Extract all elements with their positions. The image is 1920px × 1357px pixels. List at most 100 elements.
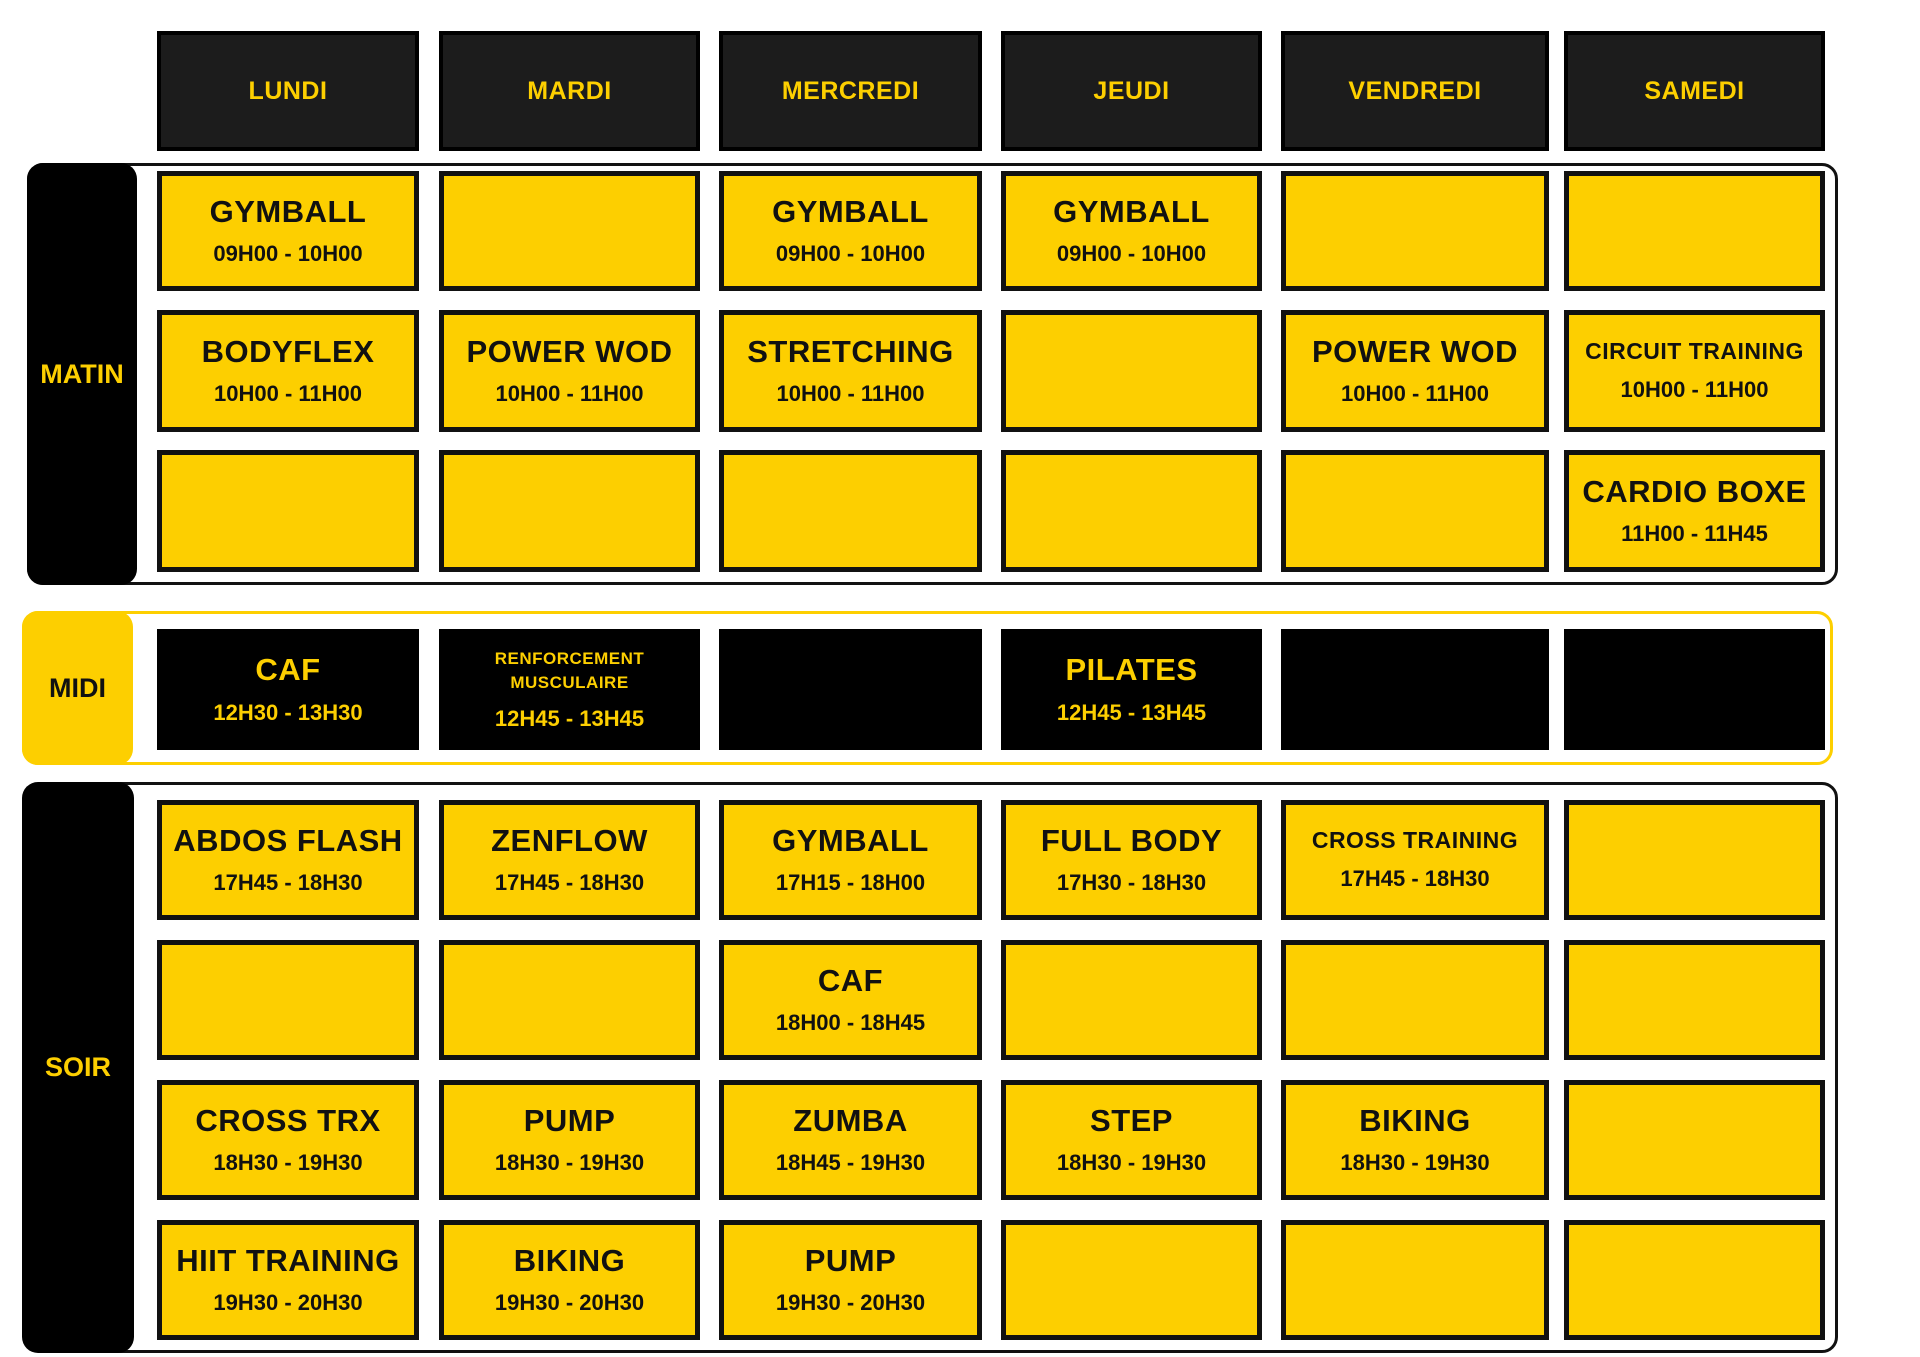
class-title: CAF [255,652,321,688]
class-time: 17H45 - 18H30 [1340,865,1490,891]
class-title: RENFORCEMENT MUSCULAIRE [494,648,645,692]
empty-slot [1001,310,1262,432]
class-title: ABDOS FLASH [173,822,403,858]
class-title: PUMP [523,1102,616,1138]
class-time: 12H30 - 13H30 [213,699,363,725]
empty-slot [1564,1220,1825,1340]
class-time: 17H45 - 18H30 [213,870,363,896]
class-time: 17H15 - 18H00 [775,870,926,896]
empty-slot [1564,1080,1825,1200]
class-slot: GYMBALL 09H00 - 10H00 [1001,171,1262,291]
class-title: HIIT TRAINING [176,1242,400,1278]
class-title: PILATES [1065,652,1198,688]
class-slot: RENFORCEMENT MUSCULAIRE 12H45 - 13H45 [439,629,700,750]
class-slot: ZENFLOW 17H45 - 18H30 [439,800,700,920]
class-title: CROSS TRX [195,1102,381,1138]
empty-slot [1564,171,1825,291]
empty-slot [719,629,982,750]
class-time: 10H00 - 11H00 [495,381,644,407]
empty-slot [1281,1220,1549,1340]
class-slot: BIKING 19H30 - 20H30 [439,1220,700,1340]
class-time: 17H30 - 18H30 [1056,870,1207,896]
section-label-matin: MATIN [27,163,137,585]
class-slot: CROSS TRX 18H30 - 19H30 [157,1080,419,1200]
class-slot: CAF 12H30 - 13H30 [157,629,419,750]
class-time: 10H00 - 11H00 [1341,381,1489,407]
empty-slot [719,450,982,572]
class-time: 12H45 - 13H45 [1056,699,1207,725]
class-slot: ZUMBA 18H45 - 19H30 [719,1080,982,1200]
class-slot: CIRCUIT TRAINING 10H00 - 11H00 [1564,310,1825,432]
empty-slot [1281,629,1549,750]
class-slot: POWER WOD 10H00 - 11H00 [1281,310,1549,432]
class-slot: FULL BODY 17H30 - 18H30 [1001,800,1262,920]
empty-slot [1564,629,1825,750]
class-time: 10H00 - 11H00 [776,381,925,407]
class-slot: GYMBALL 09H00 - 10H00 [719,171,982,291]
empty-slot [1281,171,1549,291]
empty-slot [1564,940,1825,1060]
class-title: FULL BODY [1040,822,1223,858]
class-slot: GYMBALL 17H15 - 18H00 [719,800,982,920]
class-time: 10H00 - 11H00 [214,381,362,407]
class-title: PUMP [804,1242,897,1278]
class-time: 19H30 - 20H30 [213,1290,363,1316]
class-slot: GYMBALL 09H00 - 10H00 [157,171,419,291]
class-time: 19H30 - 20H30 [775,1290,926,1316]
class-title: CAF [817,962,884,998]
class-time: 09H00 - 10H00 [775,241,926,267]
class-title: ZENFLOW [491,822,648,858]
class-time: 18H30 - 19H30 [1056,1150,1207,1176]
class-title: CIRCUIT TRAINING [1585,338,1804,365]
class-slot: PILATES 12H45 - 13H45 [1001,629,1262,750]
class-title: BIKING [1359,1102,1471,1138]
class-slot: POWER WOD 10H00 - 11H00 [439,310,700,432]
class-slot: CARDIO BOXE 11H00 - 11H45 [1564,450,1825,572]
empty-slot [157,940,419,1060]
class-title: GYMBALL [772,193,929,229]
empty-slot [439,171,700,291]
class-time: 17H45 - 18H30 [494,870,645,896]
class-time: 09H00 - 10H00 [213,241,363,267]
class-time: 11H00 - 11H45 [1621,521,1768,547]
class-slot: STEP 18H30 - 19H30 [1001,1080,1262,1200]
empty-slot [1001,940,1262,1060]
class-title: GYMBALL [772,822,929,858]
day-header-vendredi: VENDREDI [1281,31,1549,151]
class-title: GYMBALL [1053,193,1210,229]
class-title: CROSS TRAINING [1311,827,1519,854]
empty-slot [1001,450,1262,572]
class-slot: BIKING 18H30 - 19H30 [1281,1080,1549,1200]
day-header-mardi: MARDI [439,31,700,151]
day-header-lundi: LUNDI [157,31,419,151]
class-title: POWER WOD [1312,333,1518,369]
class-title: BIKING [513,1242,626,1278]
empty-slot [1564,800,1825,920]
class-time: 18H30 - 19H30 [1340,1150,1490,1176]
empty-slot [439,940,700,1060]
day-header-mercredi: MERCREDI [719,31,982,151]
class-title: BODYFLEX [201,333,375,369]
empty-slot [157,450,419,572]
class-time: 18H00 - 18H45 [775,1010,926,1036]
empty-slot [1001,1220,1262,1340]
class-slot: HIIT TRAINING 19H30 - 20H30 [157,1220,419,1340]
class-time: 09H00 - 10H00 [1056,241,1207,267]
day-header-samedi: SAMEDI [1564,31,1825,151]
section-label-midi: MIDI [22,611,133,765]
empty-slot [439,450,700,572]
class-slot: BODYFLEX 10H00 - 11H00 [157,310,419,432]
class-title: STEP [1090,1102,1173,1138]
class-title: GYMBALL [209,193,367,229]
class-title: ZUMBA [793,1102,908,1138]
class-time: 18H45 - 19H30 [775,1150,926,1176]
class-slot: CROSS TRAINING 17H45 - 18H30 [1281,800,1549,920]
class-slot: PUMP 19H30 - 20H30 [719,1220,982,1340]
class-title: STRETCHING [747,333,954,369]
class-time: 18H30 - 19H30 [213,1150,363,1176]
class-slot: STRETCHING 10H00 - 11H00 [719,310,982,432]
class-time: 10H00 - 11H00 [1620,376,1769,402]
class-time: 12H45 - 13H45 [494,706,645,732]
class-time: 19H30 - 20H30 [494,1290,645,1316]
class-slot: ABDOS FLASH 17H45 - 18H30 [157,800,419,920]
